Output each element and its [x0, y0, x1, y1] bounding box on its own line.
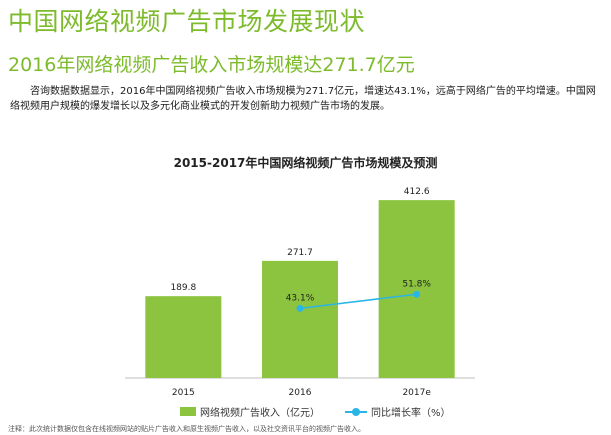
legend-label-revenue: 网络视频广告收入（亿元）: [200, 408, 320, 419]
page-title: 中国网络视频广告市场发展现状: [8, 7, 366, 36]
legend-bar-swatch: [180, 407, 196, 416]
chart-title: 2015-2017年中国网络视频广告市场规模及预测: [173, 156, 438, 170]
bar-value-label: 271.7: [287, 248, 313, 258]
legend-item-growth: 同比增长率（%）: [345, 404, 451, 419]
summary-paragraph: 咨询数据数据显示，2016年中国网络视频广告收入市场规模为271.7亿元，增速达…: [10, 84, 605, 114]
bar-value-label: 412.6: [404, 187, 430, 197]
legend-label-growth: 同比增长率（%）: [371, 408, 451, 419]
page-subtitle: 2016年网络视频广告收入市场规模达271.7亿元: [8, 54, 415, 76]
bar-value-label: 189.8: [170, 283, 196, 293]
growth-rate-point: [413, 290, 421, 298]
x-tick-label: 2016: [289, 388, 312, 398]
x-tick-label: 2015: [172, 388, 195, 398]
summary-text: 咨询数据数据显示，2016年中国网络视频广告收入市场规模为271.7亿元，增速达…: [10, 86, 596, 112]
growth-rate-line: [299, 293, 417, 310]
x-tick-label: 2017e: [402, 388, 431, 398]
footnote: 注释：此次统计数据仅包含在线视频网站的贴片广告收入和原生视频广告收入，以及社交资…: [8, 425, 365, 433]
growth-rate-label: 51.8%: [402, 279, 431, 289]
chart-legend: 网络视频广告收入（亿元） 同比增长率（%）: [0, 404, 611, 420]
legend-line-swatch: [345, 407, 367, 416]
growth-rate-label: 43.1%: [286, 293, 315, 303]
growth-rate-point: [296, 304, 304, 312]
legend-item-revenue: 网络视频广告收入（亿元）: [180, 404, 320, 419]
bar-2015: [145, 296, 222, 378]
market-size-chart: 189.8 2015 271.7 2016 412.6 2017e 43.1% 51.8%: [125, 187, 475, 398]
bar-2016: [262, 260, 338, 378]
bar-2017e: [378, 200, 455, 378]
